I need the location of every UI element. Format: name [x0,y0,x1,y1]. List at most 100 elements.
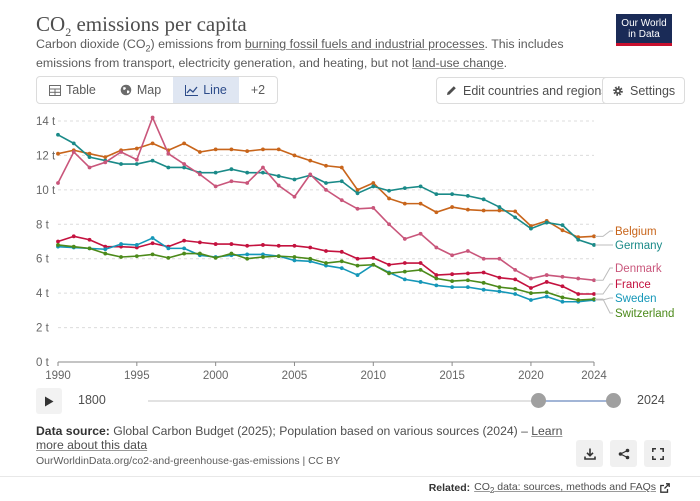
data-point-switzerland [150,252,155,257]
data-point-switzerland [434,276,439,281]
data-point-switzerland [166,255,171,260]
data-point-sweden [529,298,533,302]
data-point-switzerland [87,246,92,251]
legend-label-switzerland[interactable]: Switzerland [615,308,674,320]
timeline: 1800 2024 [36,386,676,416]
data-point-denmark [134,157,139,162]
data-point-sweden [103,247,108,252]
legend-label-belgium[interactable]: Belgium [615,226,657,238]
gear-icon [613,85,623,96]
share-button[interactable] [610,440,637,467]
data-point-switzerland [576,298,581,302]
data-point-switzerland [465,278,470,283]
y-tick-label: 12 t [36,150,56,162]
tab-map[interactable]: Map [108,77,173,103]
data-point-denmark [308,172,313,177]
data-point-denmark [197,172,202,177]
data-point-denmark [339,198,344,203]
data-point-germany [324,181,328,185]
edit-countries-button[interactable]: Edit countries and regions [436,77,618,104]
data-point-france [182,238,187,243]
data-point-switzerland [529,291,533,296]
data-point-denmark [402,237,407,241]
legend-connector [595,283,613,295]
data-point-france [529,286,533,290]
data-point-denmark [166,151,171,156]
footer-divider [0,476,700,477]
data-point-denmark [481,256,486,261]
data-point-france [576,292,581,296]
download-button[interactable] [576,440,603,467]
data-point-belgium [261,147,265,152]
tab-line[interactable]: Line [173,77,239,103]
data-point-denmark [576,276,581,281]
learn-more-link[interactable]: Learn more about this data [36,424,563,452]
data-point-germany [355,191,360,196]
data-point-belgium [56,151,60,156]
data-point-france [513,277,518,282]
data-point-denmark [103,160,108,165]
data-point-sweden [402,277,407,282]
settings-button[interactable]: Settings [602,77,686,104]
source-url[interactable]: OurWorldinData.org/co2-and-greenhouse-ga… [36,455,341,467]
data-point-denmark [497,256,502,261]
data-point-denmark [150,115,155,120]
x-tick-label: 1990 [45,370,71,382]
legend-label-france[interactable]: France [615,279,651,291]
data-point-sweden [513,292,518,296]
data-point-germany [402,186,407,191]
data-point-belgium [276,147,281,152]
owid-logo[interactable]: Our World in Data [616,14,672,46]
tab-more[interactable]: +2 [250,83,266,97]
legend-label-sweden[interactable]: Sweden [615,293,657,305]
data-point-sweden [434,283,439,288]
timeline-start-handle[interactable] [531,393,546,408]
data-point-germany [56,132,60,137]
related-section: Related: CO2 data: sources, methods and … [429,481,670,495]
data-point-sweden [166,246,171,251]
data-point-belgium [355,187,360,192]
data-point-switzerland [245,256,250,261]
play-button[interactable] [36,388,62,414]
tab-table[interactable]: Table [37,77,108,103]
data-point-switzerland [229,251,234,256]
land-use-link[interactable]: land-use change [412,56,504,71]
data-point-belgium [134,146,139,151]
data-point-belgium [103,155,108,160]
timeline-track[interactable] [148,400,613,402]
data-point-belgium [402,201,407,206]
data-point-belgium [87,151,92,156]
data-point-france [497,275,502,280]
legend-label-denmark[interactable]: Denmark [615,263,662,275]
data-point-germany [213,170,218,175]
legend-label-germany[interactable]: Germany [615,240,663,252]
data-point-france [560,284,565,289]
chart-subtitle: Carbon dioxide (CO2) emissions from burn… [36,37,564,71]
chart-title: CO2 emissions per capita [36,12,247,40]
timeline-end-handle[interactable] [606,393,621,408]
data-point-switzerland [481,280,486,285]
y-tick-label: 0 t [36,357,50,369]
data-point-france [544,280,549,284]
data-point-switzerland [308,256,313,261]
data-point-switzerland [71,244,76,249]
data-point-switzerland [544,290,549,295]
data-point-belgium [418,201,423,206]
data-point-denmark [119,150,123,154]
data-point-germany [560,223,565,228]
data-point-sweden [134,243,139,247]
fossil-fuels-link[interactable]: burning fossil fuels and industrial proc… [244,37,485,51]
data-point-sweden [245,252,250,257]
data-point-denmark [560,274,565,279]
data-point-sweden [544,294,549,299]
legend-connector [595,298,613,314]
data-point-denmark [56,181,60,185]
x-tick-label: 2010 [360,370,386,382]
data-point-denmark [434,245,439,250]
data-point-france [371,255,376,260]
series-line-switzerland[interactable] [57,244,595,301]
data-point-germany [387,188,391,193]
related-link[interactable]: CO2 data: sources, methods and FAQs [474,481,656,496]
data-point-germany [371,184,376,189]
fullscreen-button[interactable] [644,440,671,467]
